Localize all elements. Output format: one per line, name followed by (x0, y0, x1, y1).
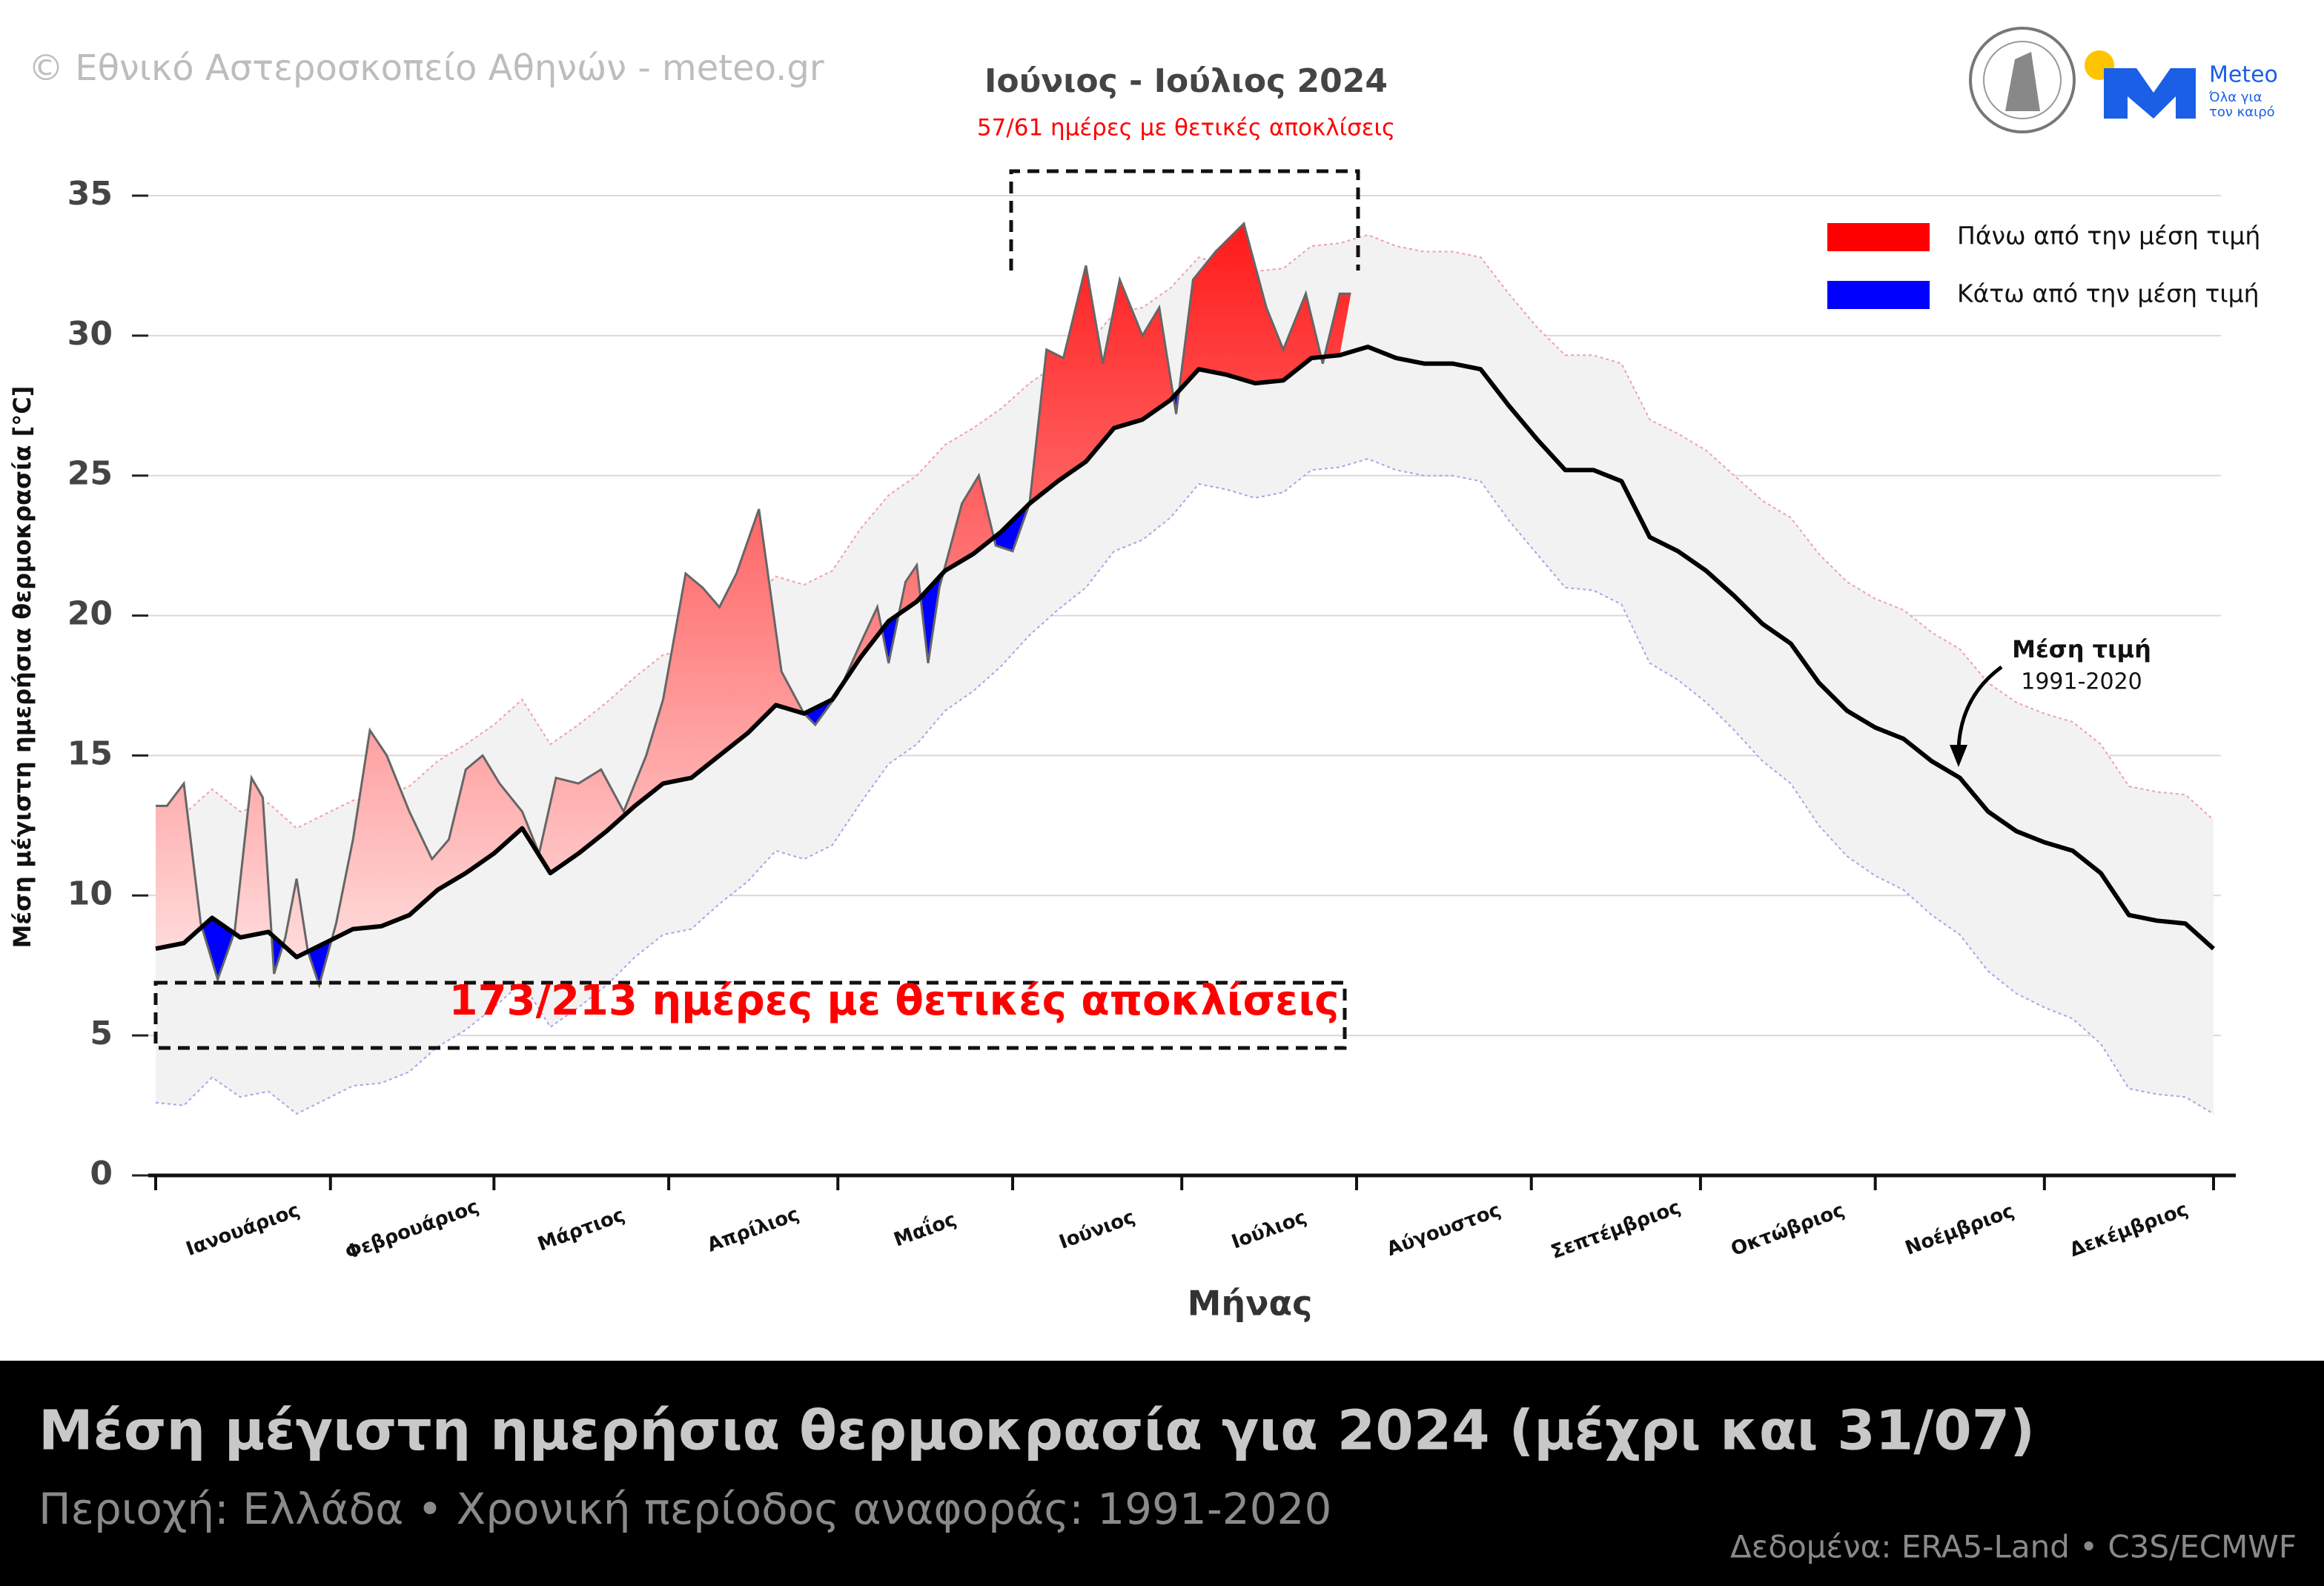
lower-bound-line (155, 458, 2214, 1115)
total-annotation: 173/213 ημέρες με θετικές αποκλίσεις (449, 977, 1340, 1025)
y-axis-label: Μέση μέγιστη ημερήσια θερμοκρασία [°C] (8, 386, 36, 949)
above-mean-area (156, 223, 1351, 958)
y-tick-label: 5 (90, 1015, 113, 1052)
period-subtitle: 57/61 ημέρες με θετικές αποκλίσεις (977, 115, 1395, 142)
mean-arrowhead (1950, 745, 1967, 767)
footer-source: Δεδομένα: ERA5-Land • C3S/ECMWF (1730, 1529, 2297, 1565)
normal-band (156, 234, 2214, 1114)
y-tick-label: 10 (67, 875, 113, 912)
legend-swatch (1827, 281, 1930, 309)
mean-label: Μέση τιμή (2012, 635, 2151, 663)
mean-period: 1991-2020 (2021, 669, 2142, 695)
logo-tagline: τον καιρό (2209, 104, 2275, 120)
y-tick-label: 35 (67, 175, 113, 213)
logo-tagline: Όλα για (2208, 90, 2262, 105)
period-bracket (1009, 169, 1360, 271)
y-tick-label: 30 (67, 315, 113, 353)
x-axis-label: Μήνας (1188, 1284, 1313, 1324)
y-tick-label: 20 (67, 595, 113, 633)
footer-title: Μέση μέγιστη ημερήσια θερμοκρασία για 20… (39, 1399, 2035, 1463)
observatory-seal (1969, 27, 2076, 133)
footer (0, 1361, 2324, 1586)
observed-line (156, 221, 1351, 989)
legend-label: Κάτω από την μέση τιμή (1957, 279, 2260, 308)
y-tick-label: 15 (67, 734, 113, 772)
period-title: Ιούνιος - Ιούλιος 2024 (984, 62, 1388, 100)
y-tick-label: 25 (67, 455, 113, 493)
logo-name: Meteo (2209, 62, 2278, 88)
copyright: © Εθνικό Αστεροσκοπείο Αθηνών - meteo.gr (28, 47, 824, 89)
meteo-logo: Meteo Όλα για τον καιρό (2085, 50, 2278, 120)
legend-swatch (1827, 223, 1930, 251)
legend-label: Πάνω από την μέση τιμή (1957, 222, 2260, 250)
legend: Πάνω από την μέση τιμή Κάτω από την μέση … (1827, 222, 2260, 309)
footer-subtitle: Περιοχή: Ελλάδα • Χρονική περίοδος αναφο… (39, 1484, 1331, 1534)
mean-line (155, 345, 2216, 960)
y-tick-label: 0 (90, 1155, 113, 1192)
total-box (153, 981, 1347, 1050)
mean-arrow (1956, 665, 2003, 749)
